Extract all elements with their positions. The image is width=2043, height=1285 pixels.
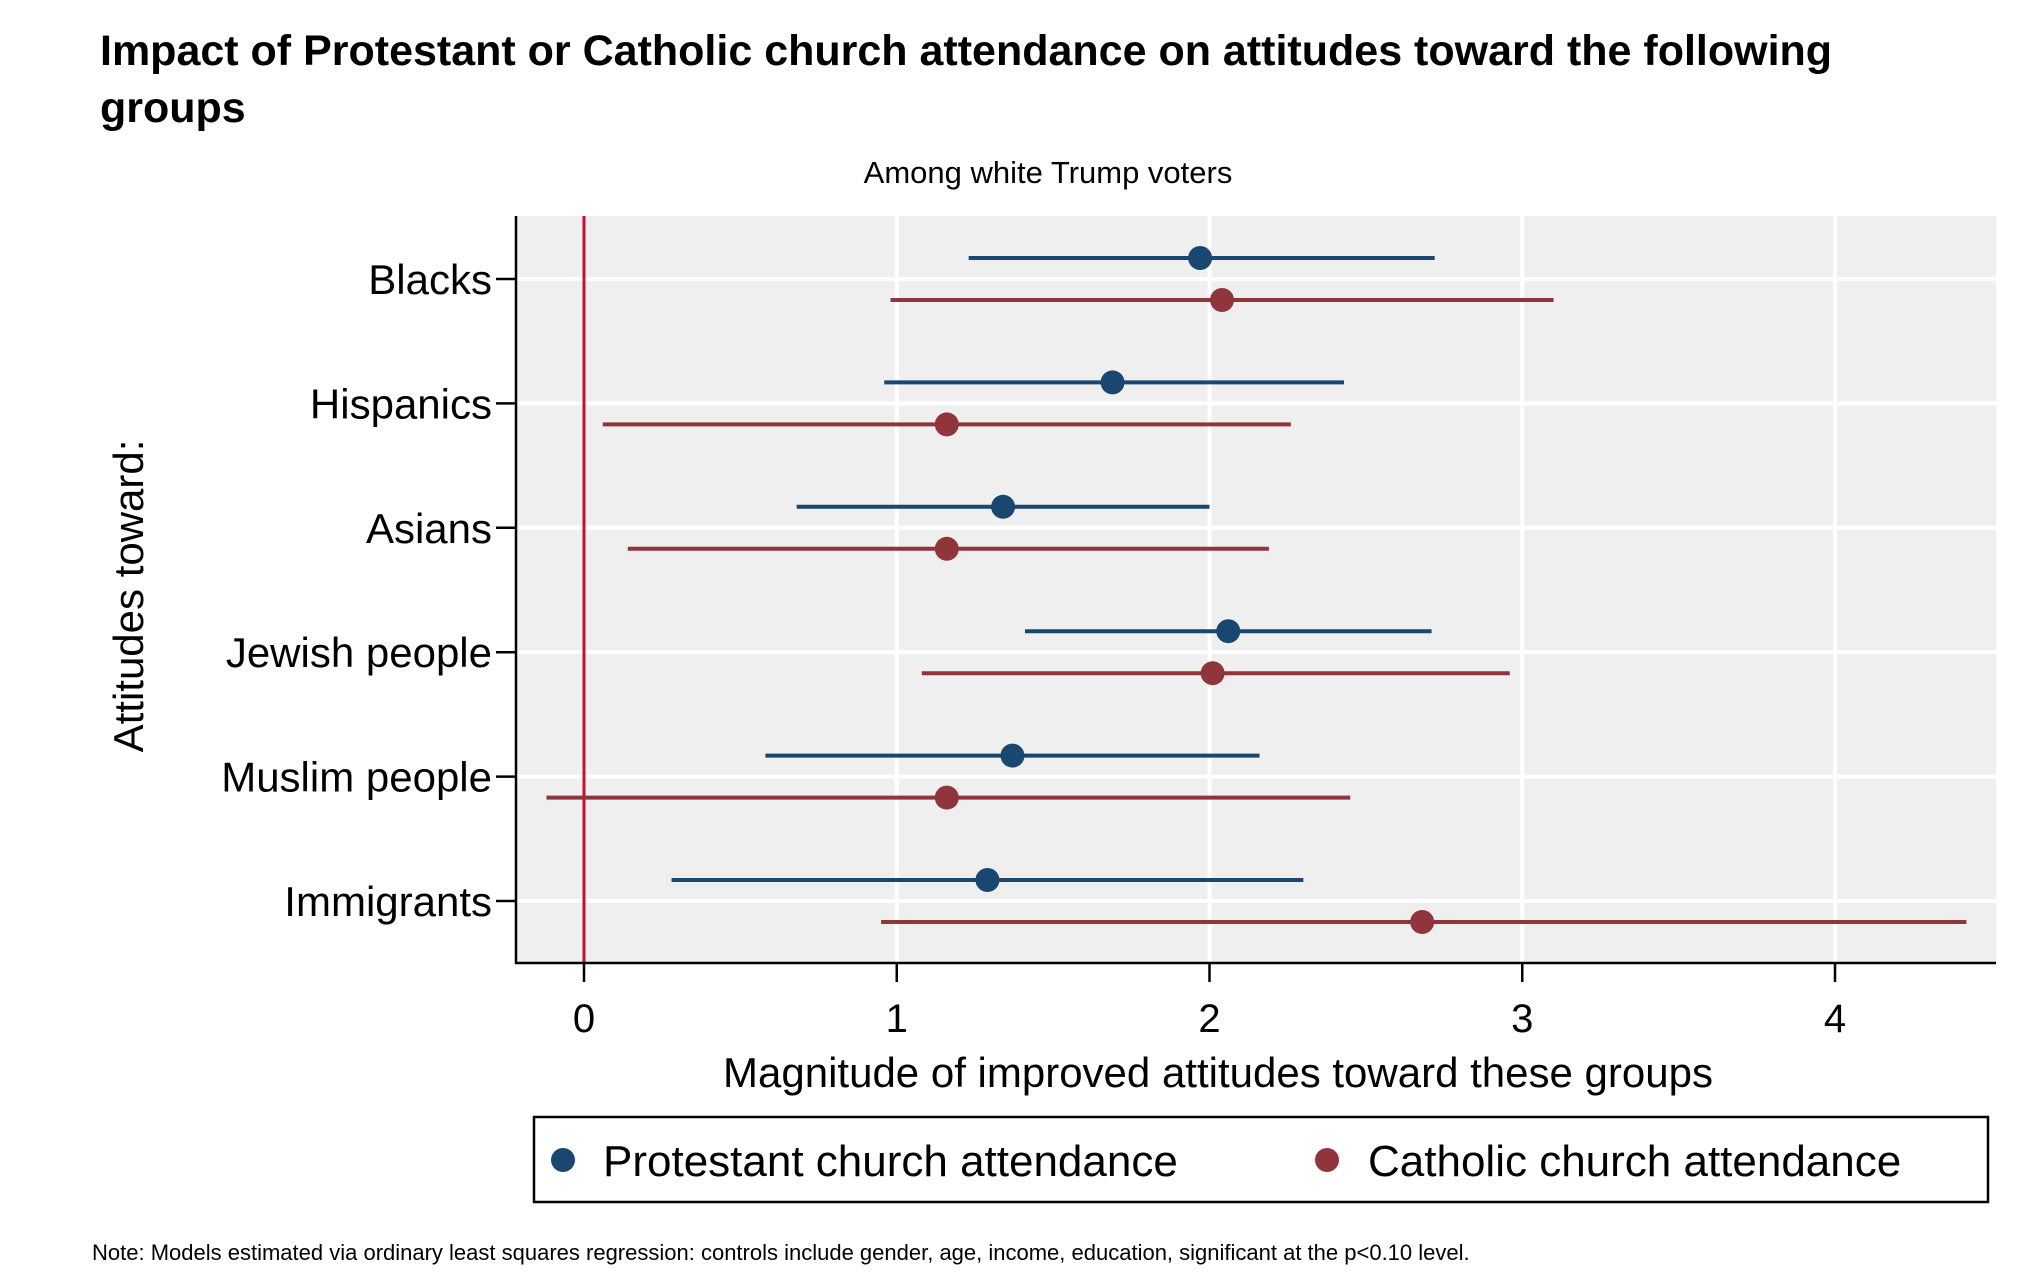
x-tick-label: 3 <box>1511 997 1533 1041</box>
legend-label-protestant: Protestant church attendance <box>603 1137 1178 1186</box>
series-layer <box>546 246 1967 934</box>
y-tick-labels: Blacks Hispanics Asians Jewish people Muslim… <box>221 256 492 925</box>
point-estimate <box>934 536 959 561</box>
chart-title-line-1: Impact of Protestant or Catholic church … <box>100 27 1832 75</box>
chart-subtitle: Among white Trump voters <box>864 155 1233 190</box>
series-protestant <box>671 246 1435 892</box>
legend-marker-catholic <box>1315 1148 1339 1172</box>
series-catholic <box>546 288 1967 934</box>
point-estimate <box>1410 910 1435 934</box>
x-tick-label: 2 <box>1198 997 1220 1041</box>
point-estimate <box>1100 370 1125 395</box>
point-estimate <box>975 868 1000 892</box>
chart-title-line-2: groups <box>100 84 246 132</box>
y-tick-label: Asians <box>366 505 492 552</box>
y-axis-title: Attitudes toward: <box>105 440 152 753</box>
axes <box>496 216 1996 982</box>
x-tick-label: 1 <box>886 997 908 1041</box>
x-axis-title: Magnitude of improved attitudes toward t… <box>723 1049 1713 1096</box>
legend-label-catholic: Catholic church attendance <box>1368 1137 1901 1186</box>
legend: Protestant church attendance Catholic ch… <box>532 1115 1990 1204</box>
y-tick-label: Blacks <box>368 256 492 303</box>
gridlines <box>516 216 1996 963</box>
point-estimate <box>1200 661 1225 686</box>
legend-box <box>532 1115 1990 1204</box>
plot-area <box>516 216 1996 963</box>
point-estimate <box>1216 619 1241 644</box>
x-tick-label: 0 <box>573 997 595 1041</box>
footnote: Note: Models estimated via ordinary leas… <box>92 1240 1470 1265</box>
x-tick-label: 4 <box>1824 997 1846 1041</box>
legend-marker-protestant <box>551 1148 575 1172</box>
point-estimate <box>991 494 1016 519</box>
point-estimate <box>1210 288 1235 312</box>
y-tick-label: Immigrants <box>284 878 492 925</box>
point-estimate <box>1188 246 1213 270</box>
y-tick-label: Hispanics <box>310 380 492 427</box>
y-tick-label: Muslim people <box>221 754 492 801</box>
point-estimate <box>934 412 959 437</box>
x-tick-labels: 0 1 2 3 4 <box>573 997 1846 1041</box>
point-estimate <box>934 785 959 810</box>
point-estimate <box>1000 743 1025 768</box>
y-tick-label: Jewish people <box>226 629 492 676</box>
